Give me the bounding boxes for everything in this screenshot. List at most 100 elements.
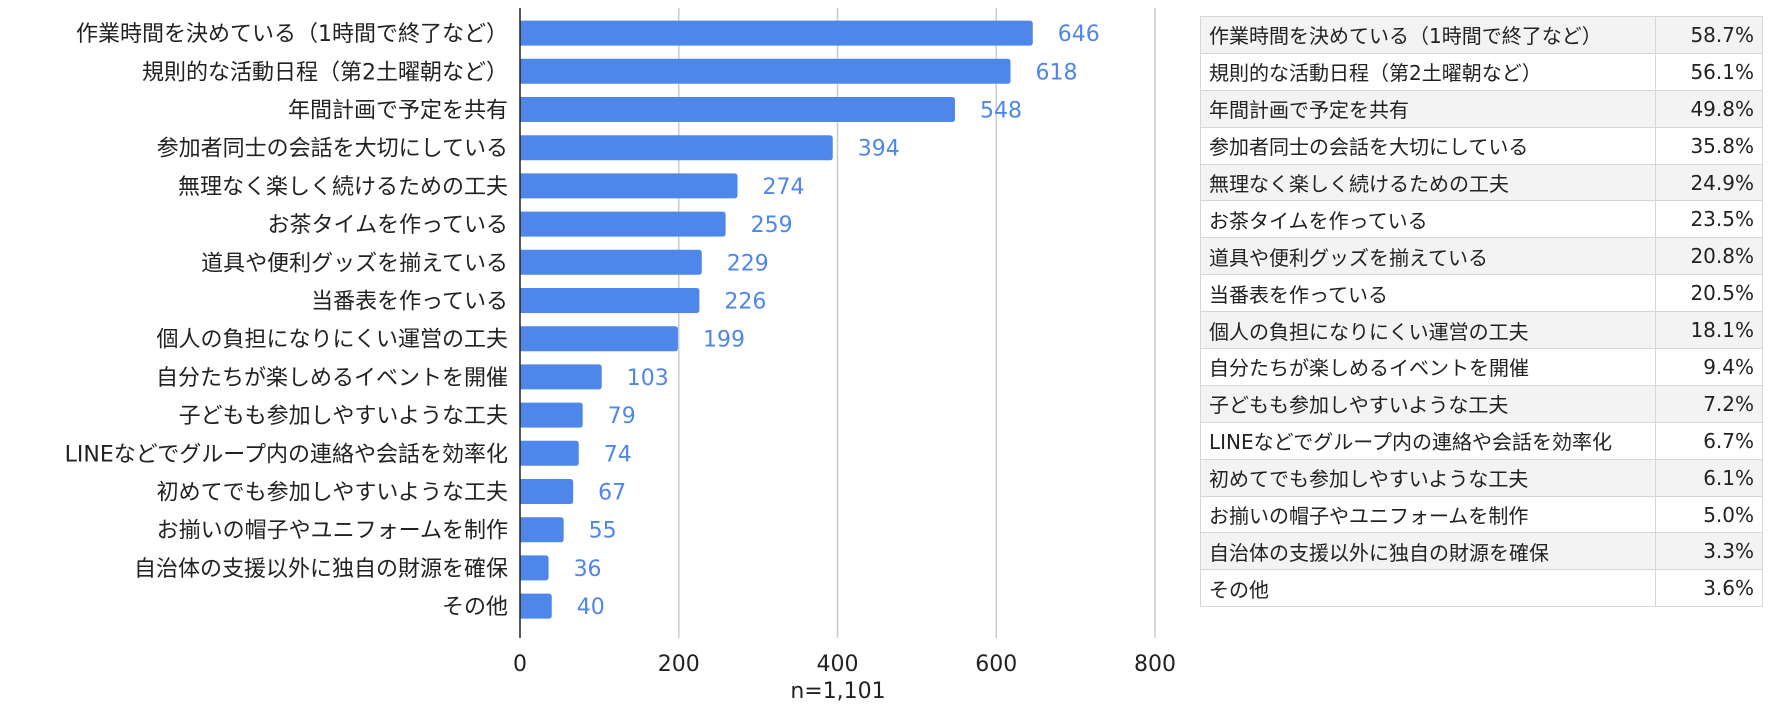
table-row: 道具や便利グッズを揃えている 20.8%	[1200, 237, 1763, 276]
table-cell-percent: 5.0%	[1655, 495, 1763, 534]
bar	[520, 58, 1011, 84]
table-row: 自分たちが楽しめるイベントを開催 9.4%	[1200, 348, 1763, 386]
value-label: 55	[589, 519, 617, 544]
x-axis-label: n=1,101	[790, 679, 885, 704]
table-row: LINEなどでグループ内の連絡や会話を効率化 6.7%	[1200, 421, 1763, 460]
category-label: 作業時間を決めている（1時間で終了など）	[76, 22, 508, 47]
value-label: 646	[1058, 22, 1100, 47]
category-label: 無理なく楽しく続けるための工夫	[178, 175, 508, 200]
table-cell-label: 作業時間を決めている（1時間で終了など）	[1200, 16, 1656, 54]
category-label: 参加者同士の会話を大切にしている	[157, 137, 508, 162]
bar	[520, 440, 579, 466]
x-tick-label: 800	[1134, 652, 1176, 677]
category-label: 当番表を作っている	[311, 290, 508, 315]
table-row: 無理なく楽しく続けるための工夫 24.9%	[1200, 163, 1763, 202]
table-cell-label: 規則的な活動日程（第2土曜朝など）	[1200, 52, 1656, 91]
table-row: 参加者同士の会話を大切にしている 35.8%	[1200, 126, 1763, 165]
table-cell-label: 参加者同士の会話を大切にしている	[1200, 126, 1656, 165]
bar	[520, 288, 700, 313]
bar	[520, 364, 602, 390]
table-cell-label: 自治体の支援以外に独自の財源を確保	[1200, 532, 1656, 571]
bar	[520, 517, 564, 543]
bar	[520, 135, 833, 161]
table-row: 当番表を作っている 20.5%	[1200, 274, 1763, 313]
x-tick-label: 0	[513, 652, 527, 677]
value-label: 74	[604, 442, 632, 467]
value-label: 548	[980, 99, 1022, 124]
bar	[520, 211, 726, 237]
table-row: 個人の負担になりにくい運営の工夫 18.1%	[1200, 311, 1763, 350]
table-cell-percent: 56.1%	[1655, 52, 1763, 91]
table-cell-label: LINEなどでグループ内の連絡や会話を効率化	[1200, 421, 1656, 460]
table-row: 年間計画で予定を共有 49.8%	[1200, 89, 1763, 128]
x-tick-label: 400	[817, 652, 859, 677]
table-cell-label: お揃いの帽子やユニフォームを制作	[1200, 495, 1656, 534]
category-label: お茶タイムを作っている	[268, 213, 508, 238]
value-label: 226	[724, 290, 766, 315]
table-row: 子どもも参加しやすいような工夫 7.2%	[1200, 384, 1763, 423]
table-cell-label: 個人の負担になりにくい運営の工夫	[1200, 311, 1656, 350]
category-label: その他	[442, 595, 508, 620]
table-cell-percent: 6.1%	[1655, 458, 1763, 497]
category-label: 子どもも参加しやすいような工夫	[179, 404, 508, 429]
bar	[520, 479, 574, 504]
table-cell-percent: 23.5%	[1655, 200, 1763, 239]
category-label: お揃いの帽子やユニフォームを制作	[157, 519, 508, 544]
value-label: 36	[574, 557, 602, 582]
bar	[520, 249, 702, 275]
bar	[520, 173, 738, 199]
value-label: 67	[598, 481, 626, 506]
value-label: 103	[627, 366, 669, 391]
table-cell-percent: 3.6%	[1655, 569, 1763, 608]
bar	[520, 97, 955, 122]
value-label: 40	[577, 595, 605, 620]
bar	[519, 20, 1033, 46]
category-label: 初めてでも参加しやすいような工夫	[157, 481, 508, 506]
category-label: 道具や便利グッズを揃えている	[201, 251, 508, 276]
x-tick-label: 600	[975, 652, 1017, 677]
table-cell-percent: 9.4%	[1655, 348, 1763, 386]
category-label: 自分たちが楽しめるイベントを開催	[156, 366, 508, 391]
value-label: 229	[727, 251, 769, 276]
value-label: 79	[608, 404, 636, 429]
table-cell-percent: 20.8%	[1655, 237, 1763, 276]
table-cell-label: 自分たちが楽しめるイベントを開催	[1200, 348, 1656, 386]
category-label: LINEなどでグループ内の連絡や会話を効率化	[65, 442, 508, 467]
table-cell-percent: 24.9%	[1655, 163, 1763, 202]
table-cell-percent: 58.7%	[1655, 16, 1763, 54]
table-cell-label: 無理なく楽しく続けるための工夫	[1200, 163, 1656, 202]
bar	[520, 326, 678, 352]
category-label: 年間計画で予定を共有	[288, 99, 508, 124]
category-label: 個人の負担になりにくい運営の工夫	[156, 328, 508, 353]
bar	[520, 402, 583, 428]
table-cell-percent: 18.1%	[1655, 311, 1763, 350]
table-cell-label: 年間計画で予定を共有	[1200, 89, 1656, 128]
category-label: 自治体の支援以外に独自の財源を確保	[134, 557, 508, 582]
table-cell-percent: 20.5%	[1655, 274, 1763, 313]
table-row: 初めてでも参加しやすいような工夫 6.1%	[1200, 458, 1763, 497]
table-row: その他 3.6%	[1200, 569, 1763, 608]
bar	[520, 593, 552, 619]
table-cell-label: 子どもも参加しやすいような工夫	[1200, 384, 1656, 423]
table-row: 規則的な活動日程（第2土曜朝など） 56.1%	[1200, 52, 1763, 91]
value-label: 259	[751, 213, 793, 238]
table-cell-percent: 35.8%	[1655, 126, 1763, 165]
table-cell-label: その他	[1200, 569, 1656, 608]
table-cell-percent: 6.7%	[1655, 421, 1763, 460]
table-cell-percent: 7.2%	[1655, 384, 1763, 423]
table-row: 作業時間を決めている（1時間で終了など） 58.7%	[1200, 16, 1763, 54]
table-cell-percent: 3.3%	[1655, 532, 1763, 571]
percent-table: 作業時間を決めている（1時間で終了など） 58.7% 規則的な活動日程（第2土曜朝な…	[1200, 16, 1763, 608]
table-cell-percent: 49.8%	[1655, 89, 1763, 128]
category-label: 規則的な活動日程（第2土曜朝など）	[142, 60, 508, 85]
table-cell-label: 初めてでも参加しやすいような工夫	[1200, 458, 1656, 497]
value-label: 394	[858, 137, 900, 162]
value-label: 274	[762, 175, 804, 200]
bar	[520, 555, 549, 581]
table-row: お揃いの帽子やユニフォームを制作 5.0%	[1200, 495, 1763, 534]
table-cell-label: お茶タイムを作っている	[1200, 200, 1656, 239]
table-row: 自治体の支援以外に独自の財源を確保 3.3%	[1200, 532, 1763, 571]
table-cell-label: 当番表を作っている	[1200, 274, 1656, 313]
value-label: 618	[1036, 60, 1078, 85]
